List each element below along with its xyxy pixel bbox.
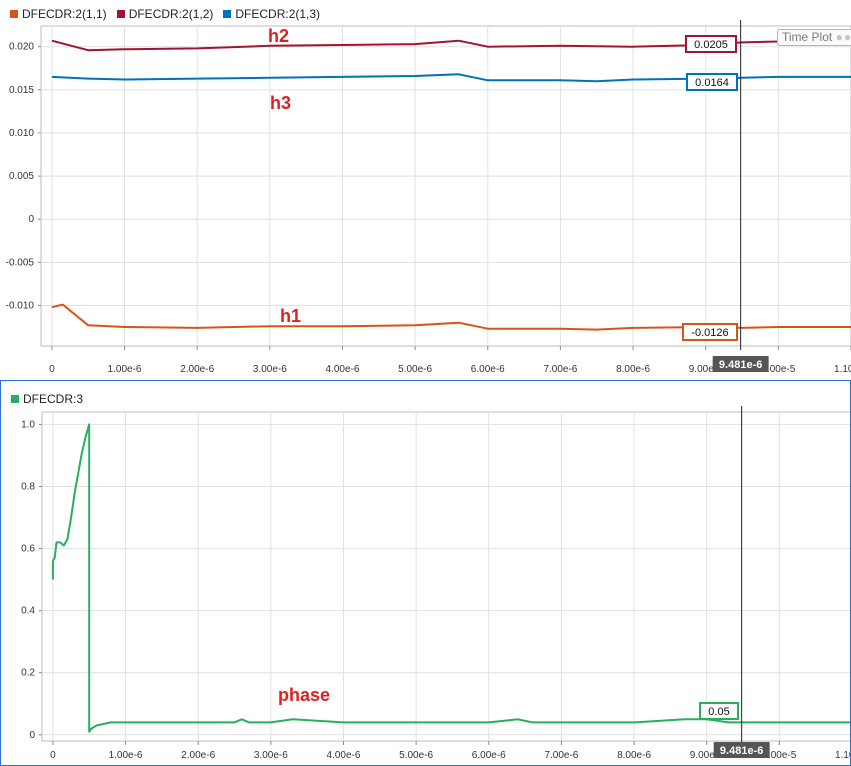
series-annotation-phase: phase [278, 685, 330, 705]
y-tick-label: 0.8 [21, 481, 35, 492]
bottom-chart[interactable]: 0 1.00e-6 2.00e-6 3.00e-6 4.00e-6 5.00e-6 6.00… [1, 381, 851, 766]
data-tip-value: -0.0126 [691, 327, 728, 339]
x-tick-label: 5.00e-6 [399, 750, 433, 761]
legend-swatch [116, 10, 125, 18]
y-tick-label: -0.005 [6, 257, 35, 268]
data-tip-value: 0.0205 [694, 39, 728, 51]
top-legend: DFECDR:2(1,1) DFECDR:2(1,2) DFECDR:2(1,3… [10, 7, 320, 21]
legend-label: DFECDR:2(1,2) [128, 7, 214, 21]
x-tick-label: 8.00e-6 [616, 364, 650, 375]
x-tick-label: 9.00e-6 [690, 750, 724, 761]
y-tick-label: -0.010 [6, 300, 35, 311]
series-annotation-h3: h3 [270, 93, 291, 113]
data-tip-box[interactable] [699, 702, 739, 720]
legend-label: DFECDR:3 [23, 392, 84, 406]
data-tip-box[interactable] [682, 323, 738, 341]
x-tick-label: 9.00e-6 [689, 364, 723, 375]
series-annotation-h1: h1 [280, 306, 301, 326]
top-plot-panel: DFECDR:2(1,1) DFECDR:2(1,2) DFECDR:2(1,3… [0, 0, 851, 380]
x-tick-label: 6.00e-6 [472, 750, 506, 761]
cursor-value-badge [713, 742, 770, 758]
x-tick-label: 0 [49, 364, 55, 375]
x-tick-label: 1.10e-5 [834, 364, 851, 375]
x-tick-label: 0 [50, 750, 56, 761]
y-tick-label: 0.010 [9, 128, 34, 139]
x-tick-label: 1.10e-5 [835, 750, 851, 761]
x-tick-label: 3.00e-6 [253, 364, 287, 375]
legend-swatch [11, 395, 19, 403]
x-tick-label: 1.00e-5 [762, 750, 796, 761]
data-tip-value: 0.05 [708, 706, 729, 718]
x-tick-label: 1.00e-5 [761, 364, 795, 375]
x-tick-label: 7.00e-6 [543, 364, 577, 375]
y-tick-label: 0.6 [21, 544, 35, 555]
x-tick-label: 3.00e-6 [254, 750, 288, 761]
x-tick-label: 8.00e-6 [617, 750, 651, 761]
legend-item-dfecdr-2-1-2[interactable]: DFECDR:2(1,2) [116, 7, 214, 21]
legend-swatch [10, 10, 18, 18]
legend-label: DFECDR:2(1,1) [22, 7, 107, 21]
x-tick-label: 7.00e-6 [544, 750, 578, 761]
data-tip-box[interactable] [685, 35, 737, 53]
y-tick-label: 0.005 [9, 171, 34, 182]
top-chart[interactable]: 0 1.00e-6 2.00e-6 3.00e-6 4.00e-6 5.00e-6 6.00… [0, 0, 851, 380]
bottom-plot-panel: DFECDR:3 0 1.00e-6 2.00e-6 3.00e-6 4.00e-6 5.… [0, 380, 851, 766]
cursor-value-label: 9.481e-6 [720, 745, 763, 757]
legend-item-dfecdr-3[interactable]: DFECDR:3 [11, 392, 83, 406]
data-tip-value: 0.0164 [695, 77, 729, 89]
legend-item-dfecdr-2-1-1[interactable]: DFECDR:2(1,1) [10, 7, 107, 21]
cursor-value-label: 9.481e-6 [719, 359, 762, 371]
y-tick-label: 0.4 [21, 606, 35, 617]
time-plot-label: Time Plot [782, 30, 833, 44]
legend-label: DFECDR:2(1,3) [235, 7, 321, 21]
x-tick-label: 4.00e-6 [327, 750, 361, 761]
more-dots-icon: ●● [835, 30, 851, 44]
x-tick-label: 6.00e-6 [471, 364, 505, 375]
data-tip-box[interactable] [686, 73, 738, 91]
x-tick-label: 2.00e-6 [180, 364, 214, 375]
y-tick-label: 0.2 [21, 668, 35, 679]
bottom-legend: DFECDR:3 [11, 392, 83, 406]
x-tick-label: 2.00e-6 [181, 750, 215, 761]
plot-area[interactable] [41, 411, 851, 742]
x-tick-label: 4.00e-6 [326, 364, 360, 375]
x-tick-label: 5.00e-6 [398, 364, 432, 375]
cursor-value-badge [712, 356, 769, 372]
y-tick-label: 0 [28, 214, 34, 225]
legend-item-dfecdr-2-1-3[interactable]: DFECDR:2(1,3) [223, 7, 320, 21]
series-line[interactable] [51, 423, 851, 733]
series-annotation-h2: h2 [268, 26, 289, 46]
x-tick-label: 1.00e-6 [108, 364, 142, 375]
y-tick-label: 0.020 [9, 42, 34, 53]
y-tick-label: 0 [29, 730, 35, 741]
time-plot-badge[interactable]: Time Plot ●● [777, 29, 851, 46]
y-tick-label: 1.0 [21, 419, 35, 430]
x-tick-label: 1.00e-6 [109, 750, 143, 761]
legend-swatch [223, 10, 232, 18]
y-tick-label: 0.015 [9, 85, 34, 96]
